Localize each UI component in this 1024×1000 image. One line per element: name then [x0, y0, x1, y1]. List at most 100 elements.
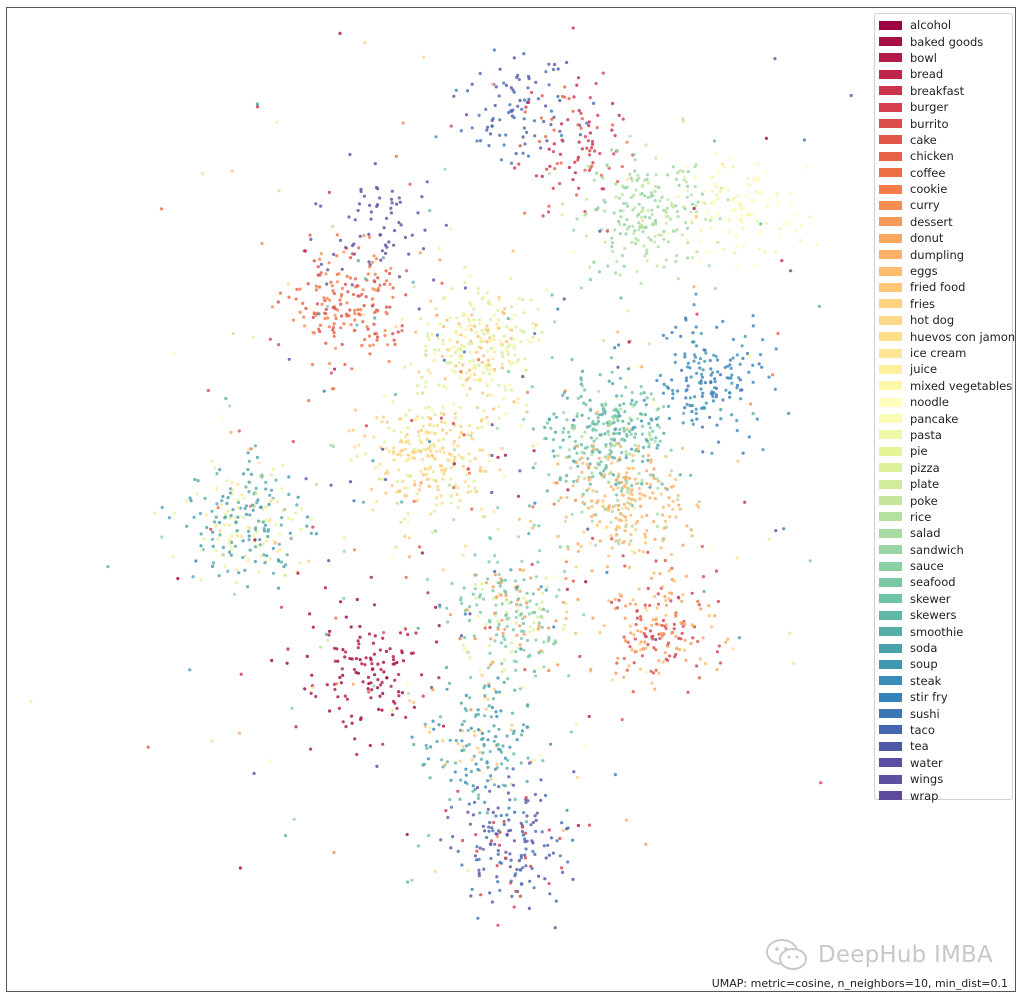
scatter-point	[591, 428, 595, 432]
legend-item: smoothie	[879, 623, 1012, 639]
scatter-point	[211, 544, 215, 549]
scatter-point	[477, 868, 481, 872]
scatter-point	[497, 326, 501, 330]
legend-item: baked goods	[879, 33, 1012, 49]
scatter-point	[637, 444, 641, 448]
scatter-point	[802, 138, 807, 142]
scatter-point	[610, 461, 614, 465]
scatter-point	[462, 647, 466, 651]
scatter-point	[419, 449, 423, 453]
scatter-point	[449, 124, 453, 128]
scatter-point	[579, 286, 583, 290]
scatter-point	[632, 497, 636, 501]
scatter-point	[418, 484, 422, 488]
scatter-point	[620, 254, 625, 258]
scatter-point	[545, 585, 550, 589]
scatter-point	[657, 659, 661, 663]
scatter-point	[472, 479, 476, 483]
scatter-point	[589, 436, 594, 440]
scatter-point	[338, 31, 342, 35]
scatter-point	[268, 517, 272, 521]
scatter-point	[486, 765, 490, 769]
scatter-point	[298, 287, 302, 291]
scatter-point	[278, 532, 282, 536]
scatter-point	[476, 287, 481, 291]
scatter-point	[633, 432, 638, 436]
scatter-point	[160, 505, 164, 510]
scatter-point	[572, 95, 576, 99]
scatter-point	[643, 178, 647, 182]
scatter-point	[610, 241, 615, 245]
scatter-point	[595, 171, 599, 175]
scatter-point	[507, 829, 511, 833]
scatter-point	[440, 758, 444, 762]
scatter-point	[740, 344, 744, 348]
legend-label: pancake	[910, 411, 959, 426]
scatter-point	[793, 213, 797, 217]
scatter-point	[309, 237, 313, 241]
scatter-point	[663, 595, 667, 599]
scatter-point	[106, 565, 110, 569]
scatter-point	[648, 603, 652, 608]
scatter-point	[579, 382, 583, 386]
scatter-point	[468, 300, 472, 304]
scatter-point	[531, 592, 535, 596]
scatter-point	[518, 624, 522, 628]
scatter-point	[222, 523, 227, 527]
scatter-point	[589, 476, 593, 480]
scatter-point	[334, 682, 338, 686]
scatter-point	[498, 888, 502, 893]
scatter-point	[357, 202, 362, 206]
scatter-point	[464, 693, 468, 698]
scatter-point	[735, 383, 740, 387]
scatter-point	[353, 311, 357, 316]
scatter-point	[346, 290, 350, 294]
scatter-point	[210, 564, 215, 569]
scatter-point	[390, 201, 394, 205]
scatter-point	[356, 284, 360, 288]
scatter-point	[602, 624, 606, 628]
scatter-point	[664, 454, 668, 459]
scatter-point	[366, 272, 370, 276]
scatter-point	[628, 429, 632, 434]
scatter-point	[489, 346, 493, 350]
scatter-point	[461, 363, 465, 367]
scatter-point	[440, 354, 444, 358]
scatter-point	[454, 738, 458, 743]
scatter-point	[743, 500, 747, 504]
scatter-point	[452, 486, 456, 490]
scatter-point	[453, 411, 457, 416]
scatter-point	[500, 362, 504, 366]
scatter-point	[575, 83, 579, 87]
scatter-point	[646, 453, 651, 458]
scatter-point	[654, 648, 658, 652]
scatter-point	[480, 417, 484, 421]
scatter-point	[760, 229, 764, 233]
scatter-point	[754, 264, 758, 268]
scatter-point	[673, 360, 677, 364]
scatter-point	[603, 508, 607, 512]
scatter-point	[660, 195, 664, 199]
scatter-point	[378, 283, 382, 287]
scatter-point	[694, 344, 699, 348]
scatter-point	[292, 817, 296, 821]
scatter-point	[235, 568, 239, 572]
scatter-point	[357, 642, 361, 646]
scatter-point	[471, 813, 475, 817]
scatter-point	[501, 354, 505, 359]
scatter-point	[550, 293, 554, 297]
scatter-point	[715, 185, 719, 189]
scatter-point	[264, 518, 268, 522]
scatter-point	[640, 654, 645, 658]
scatter-point	[643, 603, 647, 607]
scatter-point	[649, 238, 653, 242]
scatter-point	[597, 450, 601, 454]
scatter-point	[630, 391, 634, 395]
scatter-point	[493, 842, 497, 846]
scatter-point	[459, 634, 463, 638]
scatter-point	[672, 229, 676, 233]
scatter-point	[698, 357, 703, 361]
scatter-point	[495, 835, 499, 839]
scatter-point	[523, 837, 527, 841]
scatter-point	[393, 662, 397, 666]
